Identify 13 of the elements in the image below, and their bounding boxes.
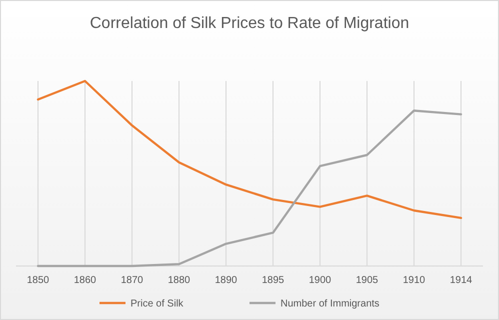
x-tick-label: 1880 [168, 275, 191, 286]
x-tick-label: 1905 [356, 275, 379, 286]
x-tick-label: 1850 [26, 275, 50, 286]
x-tick-label: 1914 [450, 275, 473, 286]
x-tick-label: 1895 [262, 275, 285, 286]
chart-title: Correlation of Silk Prices to Rate of Migration [90, 15, 410, 32]
legend-label: Price of Silk [130, 298, 184, 310]
x-tick-label: 1860 [74, 275, 97, 286]
x-tick-label: 1900 [308, 275, 332, 286]
legend-label: Number of Immigrants [280, 298, 380, 310]
x-tick-label: 1870 [120, 275, 144, 286]
x-tick-label: 1910 [402, 275, 426, 286]
x-tick-label: 1890 [214, 275, 238, 286]
